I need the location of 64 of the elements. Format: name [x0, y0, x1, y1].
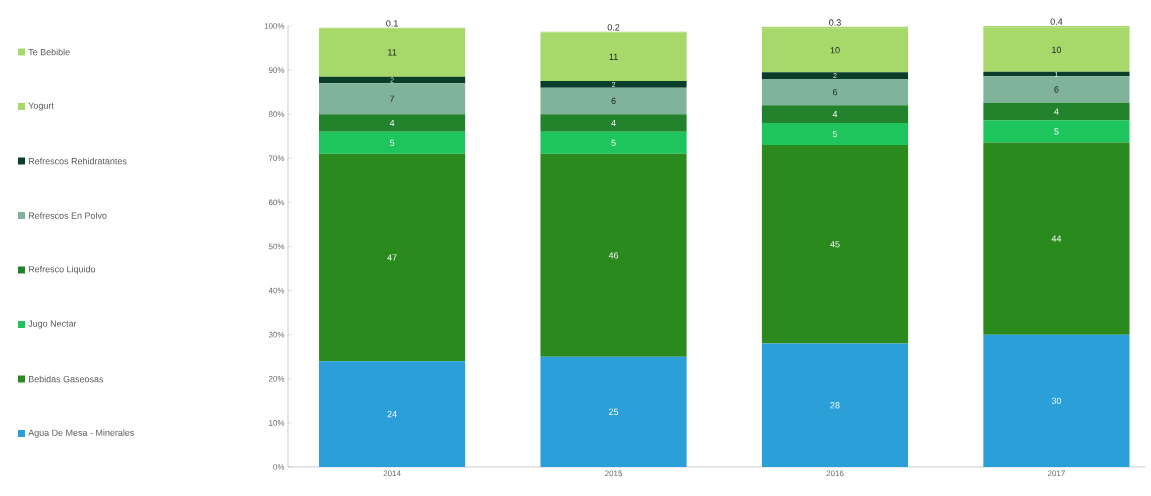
bar — [319, 153, 466, 362]
data-label: 5 — [611, 139, 616, 146]
data-label: 4 — [389, 119, 395, 127]
legend-label: Agua De Mesa - Minerales — [28, 429, 135, 438]
legend-label: Jugo Nectar — [28, 320, 77, 329]
data-label: 30 — [1051, 397, 1062, 405]
data-label: 47 — [387, 254, 397, 261]
data-label: 6 — [611, 97, 616, 105]
bar — [983, 102, 1130, 121]
bar — [540, 131, 687, 154]
data-label: 6 — [832, 88, 838, 96]
data-label: 25 — [609, 408, 619, 416]
legend-label: Refresco Liquido — [28, 265, 96, 275]
data-label: 11 — [609, 53, 618, 60]
data-label: 0.1 — [386, 20, 398, 27]
data-label: 5 — [389, 139, 395, 146]
data-label: 24 — [387, 410, 397, 418]
bar — [761, 78, 909, 106]
bar — [540, 81, 687, 88]
bar — [761, 145, 909, 344]
data-label: 46 — [608, 252, 619, 259]
bar — [540, 356, 687, 467]
bar — [540, 114, 687, 132]
bar — [319, 361, 466, 467]
data-label: 10 — [830, 47, 840, 54]
data-label: 0.2 — [607, 24, 620, 31]
data-label: 5 — [1054, 128, 1059, 135]
legend-label: Te Bebible — [28, 48, 70, 56]
bar — [761, 105, 909, 124]
data-label: 5 — [832, 130, 838, 138]
bar — [761, 123, 909, 146]
bar — [761, 28, 909, 73]
data-label: 28 — [830, 402, 840, 409]
bar — [983, 120, 1130, 143]
bar — [761, 72, 909, 79]
bar — [319, 131, 466, 154]
bar — [319, 114, 466, 132]
legend-label: Yogurt — [28, 102, 54, 111]
bar — [319, 83, 466, 115]
data-label: 10 — [1052, 46, 1062, 53]
data-label: 11 — [388, 49, 397, 56]
bar — [983, 76, 1130, 103]
data-label: 6 — [1054, 86, 1059, 93]
data-label: 0.4 — [1050, 18, 1063, 25]
data-label: 4 — [832, 111, 838, 118]
bar — [761, 343, 909, 467]
data-label: 4 — [611, 119, 616, 127]
data-label: 4 — [1054, 108, 1059, 115]
bar — [983, 71, 1130, 77]
bar — [983, 27, 1130, 72]
data-label: 44 — [1051, 235, 1062, 242]
bar — [540, 87, 687, 115]
data-label: 45 — [830, 241, 840, 248]
legend-label: Refrescos En Polvo — [28, 212, 107, 219]
bar — [319, 76, 466, 84]
legend-label: Bebidas Gaseosas — [28, 375, 104, 383]
data-label: 7 — [390, 95, 395, 102]
legend-label: Refrescos Rehidratantes — [28, 157, 127, 165]
bar — [540, 153, 687, 357]
bar — [983, 142, 1130, 335]
bar — [319, 28, 466, 77]
data-label: 0.3 — [829, 19, 841, 26]
bar — [983, 334, 1130, 467]
bar — [540, 32, 687, 82]
